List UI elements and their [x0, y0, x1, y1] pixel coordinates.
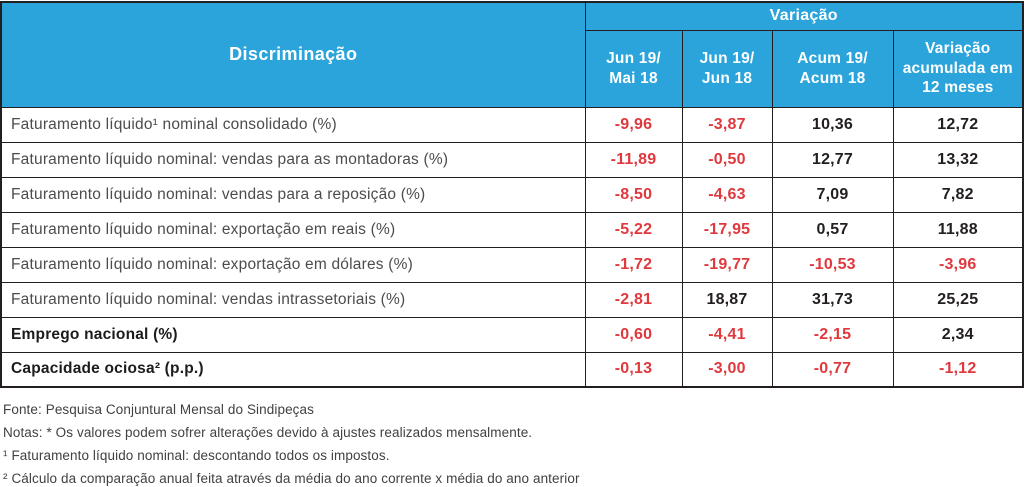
value-cell: 2,34 [892, 316, 1024, 353]
value-cell: -17,95 [681, 211, 773, 248]
value-cell: -4,63 [681, 176, 773, 213]
column-header-jun19-mai18: Jun 19/ Mai 18 [584, 29, 683, 108]
variation-table: Discriminação Variação Jun 19/ Mai 18 Ju… [0, 1, 1024, 388]
value-cell: 25,25 [892, 281, 1024, 318]
value-cell: -3,96 [892, 246, 1024, 283]
value-cell: 12,72 [892, 106, 1024, 143]
value-cell: -3,87 [681, 106, 773, 143]
source-note: Fonte: Pesquisa Conjuntural Mensal do Si… [3, 402, 314, 417]
column-header-variacao: Variação [584, 1, 1024, 31]
value-cell: -9,96 [584, 106, 683, 143]
table-row: Capacidade ociosa² (p.p.) -0,13 -3,00 -0… [0, 351, 1024, 388]
value-cell: -2,15 [771, 316, 894, 353]
value-cell: 0,57 [771, 211, 894, 248]
value-cell: -5,22 [584, 211, 683, 248]
footnote-1: ¹ Faturamento líquido nominal: descontan… [3, 448, 390, 463]
row-label: Faturamento líquido nominal: vendas intr… [0, 281, 586, 318]
value-cell: -0,60 [584, 316, 683, 353]
value-cell: 31,73 [771, 281, 894, 318]
table-row: Faturamento líquido¹ nominal consolidado… [0, 106, 1024, 143]
general-note: Notas: * Os valores podem sofrer alteraç… [3, 425, 533, 440]
value-cell: 12,77 [771, 141, 894, 178]
value-cell: -0,50 [681, 141, 773, 178]
column-header-variacao-12-meses: Variação acumulada em 12 meses [892, 29, 1024, 108]
value-cell: -2,81 [584, 281, 683, 318]
value-cell: -4,41 [681, 316, 773, 353]
column-header-discriminacao: Discriminação [0, 1, 586, 108]
value-cell: 7,09 [771, 176, 894, 213]
value-cell: 11,88 [892, 211, 1024, 248]
footnotes: Fonte: Pesquisa Conjuntural Mensal do Si… [3, 402, 1024, 487]
row-label: Faturamento líquido nominal: exportação … [0, 211, 586, 248]
footnote-2: ² Cálculo da comparação anual feita atra… [3, 471, 580, 486]
value-cell: -1,12 [892, 351, 1024, 388]
value-cell: 13,32 [892, 141, 1024, 178]
value-cell: -3,00 [681, 351, 773, 388]
row-label: Faturamento líquido nominal: exportação … [0, 246, 586, 283]
table-row: Emprego nacional (%) -0,60 -4,41 -2,15 2… [0, 316, 1024, 353]
value-cell: 18,87 [681, 281, 773, 318]
value-cell: -0,13 [584, 351, 683, 388]
value-cell: -10,53 [771, 246, 894, 283]
column-header-acum19-acum18: Acum 19/ Acum 18 [771, 29, 894, 108]
value-cell: 7,82 [892, 176, 1024, 213]
row-label: Capacidade ociosa² (p.p.) [0, 351, 586, 388]
row-label: Faturamento líquido nominal: vendas para… [0, 141, 586, 178]
value-cell: -1,72 [584, 246, 683, 283]
value-cell: -8,50 [584, 176, 683, 213]
table-row: Faturamento líquido nominal: exportação … [0, 246, 1024, 283]
table-row: Faturamento líquido nominal: vendas para… [0, 176, 1024, 213]
row-label: Emprego nacional (%) [0, 316, 586, 353]
value-cell: 10,36 [771, 106, 894, 143]
table-row: Faturamento líquido nominal: vendas para… [0, 141, 1024, 178]
table-row: Faturamento líquido nominal: exportação … [0, 211, 1024, 248]
column-header-jun19-jun18: Jun 19/ Jun 18 [681, 29, 773, 108]
row-label: Faturamento líquido nominal: vendas para… [0, 176, 586, 213]
table-row: Faturamento líquido nominal: vendas intr… [0, 281, 1024, 318]
value-cell: -19,77 [681, 246, 773, 283]
row-label: Faturamento líquido¹ nominal consolidado… [0, 106, 586, 143]
value-cell: -0,77 [771, 351, 894, 388]
value-cell: -11,89 [584, 141, 683, 178]
